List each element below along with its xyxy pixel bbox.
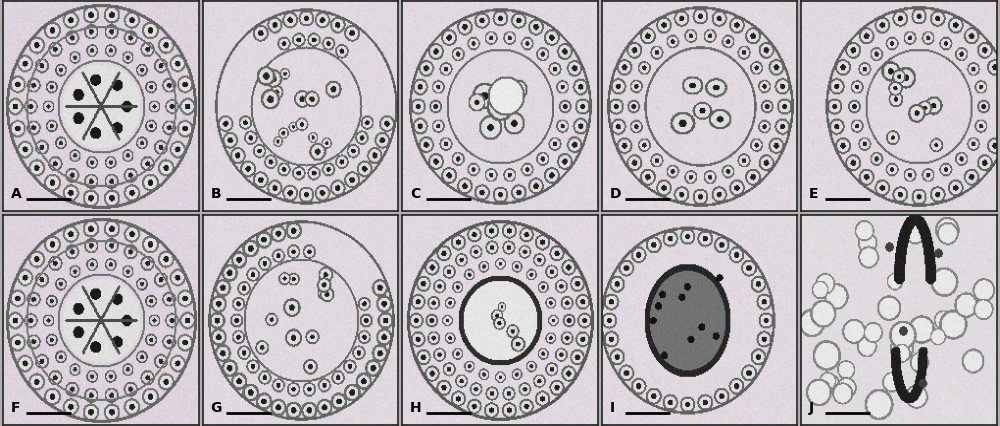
Text: I: I (610, 401, 615, 415)
Text: A: A (11, 187, 22, 201)
Text: G: G (210, 401, 222, 415)
Text: B: B (210, 187, 221, 201)
Text: H: H (410, 401, 422, 415)
Text: C: C (410, 187, 420, 201)
Text: J: J (809, 401, 814, 415)
Text: F: F (11, 401, 20, 415)
Text: E: E (809, 187, 819, 201)
Text: D: D (610, 187, 621, 201)
